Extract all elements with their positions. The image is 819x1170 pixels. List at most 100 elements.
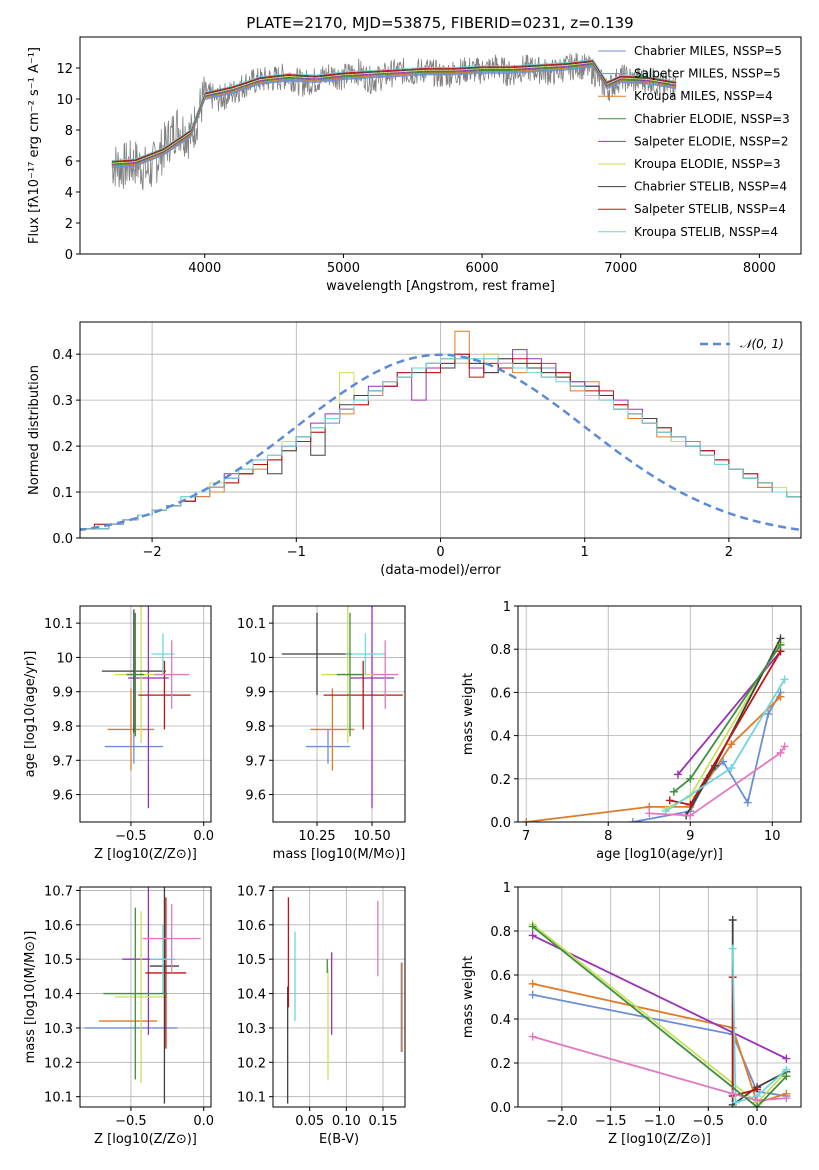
plot-area [80, 330, 801, 532]
y-tick-label: 10.7 [237, 884, 266, 899]
y-tick-label: 0.2 [490, 1057, 511, 1072]
plot-area [281, 606, 403, 809]
y-tick-label: 10.4 [237, 988, 266, 1003]
legend-label: 𝒩(0, 1) [740, 337, 784, 351]
y-tick-label: 0.3 [52, 394, 73, 409]
panel-age-vs-Z: −0.5 0.0 9.6 9.7 9.8 9.9 10 10.1 Z [log10(Z/Z⊙)]… [23, 605, 214, 862]
axes-frame [79, 605, 212, 823]
legend-label: Kroupa MILES, NSSP=4 [634, 89, 773, 103]
x-axis-label: age [log10(age/yr)] [596, 847, 723, 862]
x-tick-label: 0.0 [747, 1114, 768, 1129]
x-axis-label: (data-model)/error [380, 563, 501, 578]
mass-weight-marker [782, 1072, 791, 1081]
mass-weight-marker [776, 640, 785, 649]
y-axis-label: age [log10(age/yr)] [23, 651, 38, 778]
mass-weight-marker [669, 787, 678, 796]
legend-label: Chabrier STELIB, NSSP=4 [634, 180, 787, 194]
y-tick-label: 9.8 [245, 720, 266, 735]
x-tick-label: 5000 [327, 261, 360, 276]
y-tick-label: 0.1 [52, 486, 73, 501]
axes-frame [517, 886, 802, 1108]
x-tick-label: −0.5 [693, 1114, 725, 1129]
y-tick-label: 10 [56, 93, 73, 108]
y-axis-label: Flux [fλ10⁻¹⁷ erg cm⁻² s⁻¹ A⁻¹] [27, 47, 42, 244]
x-tick-label: 7 [522, 829, 530, 844]
y-tick-label: 10 [56, 651, 73, 666]
x-axis-label: Z [log10(Z/Z⊙)] [608, 1132, 711, 1147]
y-tick-label: 10.6 [237, 919, 266, 934]
mass-weight-marker [528, 1032, 537, 1041]
x-tick-label: 4000 [188, 261, 221, 276]
y-tick-label: 0.0 [490, 816, 511, 831]
mass-weight-marker [728, 916, 737, 924]
y-tick-label: 10.5 [44, 953, 73, 968]
y-tick-label: 10.1 [44, 617, 73, 632]
mass-weight-marker [528, 922, 537, 931]
panel-age-vs-mass: 10.25 10.50 9.6 9.7 9.8 9.9 10 10.1 mass [log10(… [237, 605, 406, 862]
plot-area [111, 52, 677, 191]
y-tick-label: 9.6 [52, 789, 73, 804]
x-tick-label: −0.5 [115, 1114, 147, 1129]
mass-weight-line [532, 982, 787, 1104]
mass-weight-line [532, 925, 788, 1107]
x-tick-label: 0.15 [369, 1114, 398, 1129]
y-tick-label: 6 [65, 155, 73, 170]
histogram-step [80, 358, 801, 530]
y-tick-label: 10.1 [237, 1091, 266, 1106]
x-axis-label: Z [log10(Z/Z⊙)] [94, 1132, 197, 1147]
x-tick-label: 0.0 [193, 1114, 214, 1129]
mass-weight-marker [528, 931, 537, 940]
mass-weight-marker [727, 764, 736, 772]
y-tick-label: 2 [65, 217, 73, 232]
x-tick-label: 6000 [466, 261, 499, 276]
mass-weight-marker [528, 990, 537, 999]
mass-weight-marker [727, 740, 736, 749]
plot-area [101, 606, 191, 809]
y-tick-label: 10 [249, 651, 266, 666]
mass-weight-line [632, 691, 782, 822]
y-tick-label: 0.2 [490, 773, 511, 788]
axes-frame [79, 36, 802, 255]
mass-weight-marker [743, 798, 752, 807]
y-tick-label: 0.4 [490, 730, 511, 745]
plot-area [84, 887, 201, 1104]
y-tick-label: 10.6 [44, 919, 73, 934]
mass-weight-marker [764, 710, 773, 718]
mass-weight-marker [780, 742, 789, 751]
mass-weight-marker [522, 818, 531, 822]
plot-area [522, 634, 789, 822]
legend-label: Salpeter MILES, NSSP=5 [634, 67, 781, 81]
x-tick-label: −0.5 [115, 829, 147, 844]
mass-weight-marker [628, 818, 637, 822]
y-tick-label: 0.6 [490, 686, 511, 701]
y-tick-label: 9.7 [245, 754, 266, 769]
mass-weight-marker [728, 944, 737, 953]
y-tick-label: 9.7 [52, 754, 73, 769]
axes-frame [517, 605, 802, 823]
y-tick-label: 10.7 [44, 884, 73, 899]
x-axis-label: mass [log10(M/M⊙)] [273, 847, 406, 862]
mass-weight-marker [686, 774, 695, 783]
mass-weight-marker [686, 811, 695, 820]
x-tick-label: 8000 [743, 261, 776, 276]
x-tick-label: 10.25 [298, 829, 335, 844]
plot-area [287, 897, 403, 1104]
y-tick-label: 8 [65, 124, 73, 139]
mass-weight-marker [780, 675, 789, 684]
y-tick-label: 10.2 [44, 1056, 73, 1071]
legend-label: Kroupa ELODIE, NSSP=3 [634, 157, 781, 171]
mass-weight-marker [728, 1089, 737, 1098]
x-tick-label: 7000 [604, 261, 637, 276]
y-tick-label: 9.6 [245, 789, 266, 804]
panel-mass-vs-ebv: 0.05 0.10 0.15 10.1 10.2 10.3 10.4 10.5 10.6 10.7… [237, 884, 406, 1147]
gaussian-curve [80, 353, 801, 532]
y-tick-label: 10.3 [237, 1022, 266, 1037]
mass-weight-marker [686, 800, 695, 809]
mass-weight-marker [776, 692, 785, 701]
y-tick-label: 0.2 [52, 440, 73, 455]
mass-weight-marker [645, 809, 654, 818]
axes-frame [79, 321, 802, 539]
y-tick-label: 1 [503, 881, 511, 896]
mass-weight-marker [665, 796, 674, 805]
